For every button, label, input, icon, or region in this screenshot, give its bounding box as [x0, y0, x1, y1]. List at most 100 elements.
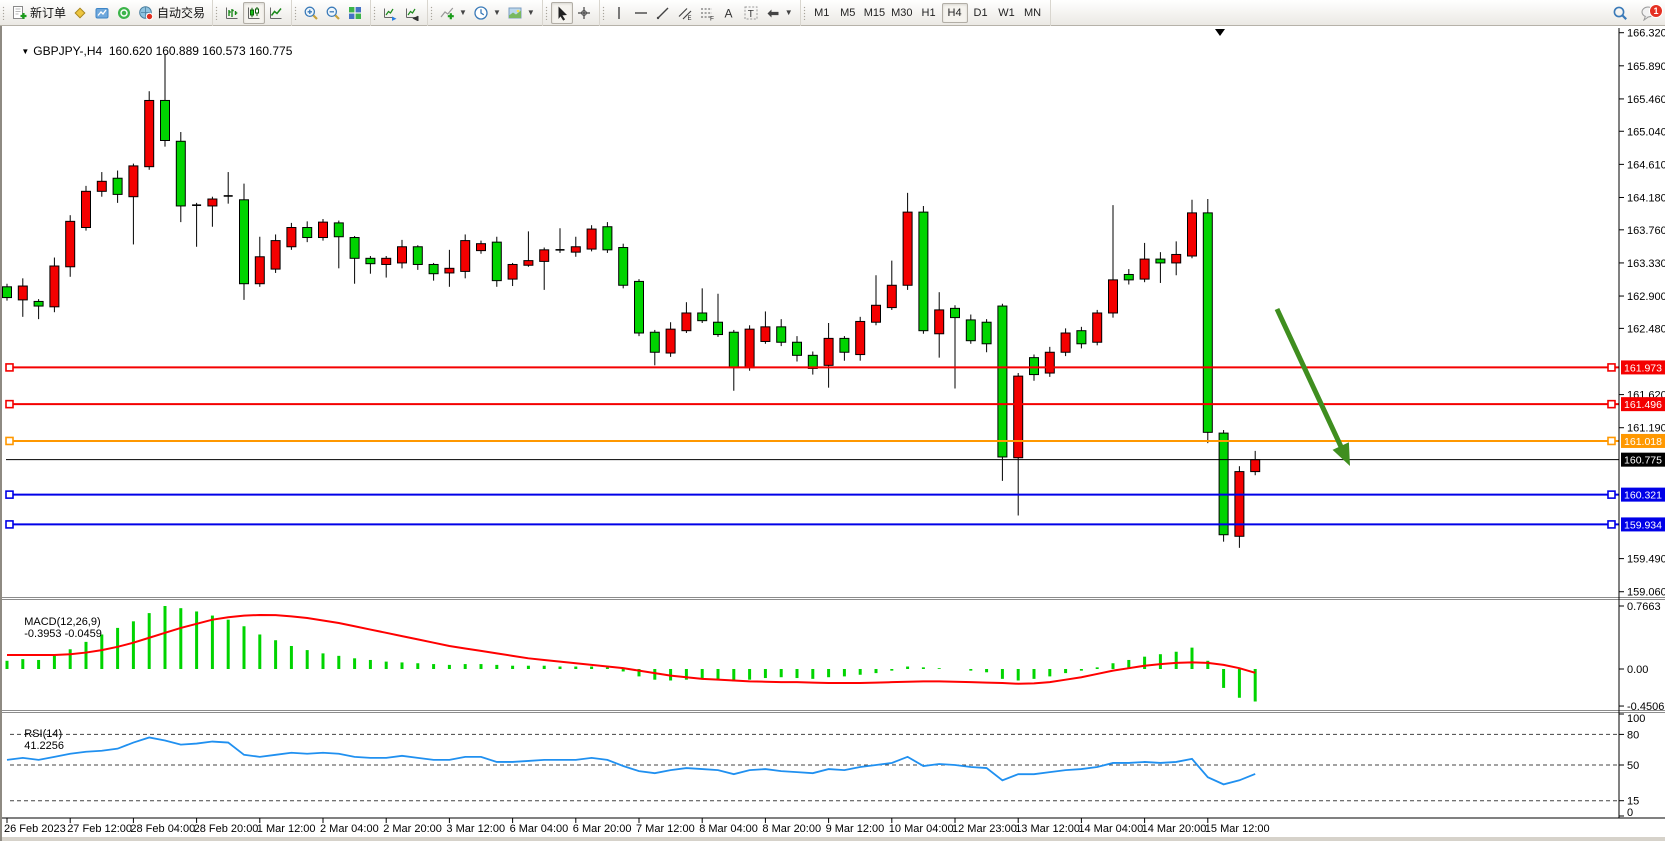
fibonacci-icon: F: [700, 8, 714, 21]
candle-bearish: [1123, 273, 1134, 281]
price-label-text: 161.018: [1624, 436, 1662, 448]
vline-icon: [618, 6, 620, 19]
timeframe-w1-button[interactable]: W1: [994, 3, 1020, 23]
candle-bullish: [444, 267, 455, 274]
candle-bullish: [286, 227, 297, 248]
candlestick-icon: [248, 6, 260, 19]
timeframe-h4-button[interactable]: H4: [941, 2, 968, 23]
candle-bearish: [839, 337, 850, 353]
line-chart-button[interactable]: [265, 2, 287, 24]
chart-canvas[interactable]: 166.320 165.890 165.460 165.040 164.610 164.1…: [2, 26, 1665, 841]
window-bottom-edge: [2, 837, 1665, 841]
time-axis-label: 13 Mar 12:00: [1015, 823, 1080, 835]
candle-bullish: [665, 328, 676, 354]
candle-bullish: [1250, 459, 1261, 473]
time-axis-label: 2 Mar 04:00: [320, 823, 379, 835]
trendline-button[interactable]: [652, 2, 674, 24]
rsi-axis-label: 0: [1627, 807, 1633, 819]
hline-anchor[interactable]: [5, 436, 14, 446]
chart-shift-marker-icon[interactable]: [1215, 29, 1225, 36]
crosshair-button[interactable]: [573, 2, 595, 24]
hline-anchor[interactable]: [1607, 520, 1616, 529]
hline-anchor[interactable]: [1607, 363, 1616, 372]
trendline-icon: [656, 7, 669, 19]
price-axis-label: 162.480: [1627, 323, 1665, 335]
template-icon: [508, 7, 522, 18]
svg-text:E: E: [687, 16, 691, 21]
candle-bearish: [634, 280, 644, 334]
dropdown-arrow-icon: ▼: [526, 8, 535, 17]
horizontal-line-button[interactable]: [630, 2, 652, 24]
candle-bearish: [697, 312, 708, 322]
one-click-collapse-icon[interactable]: ▼: [21, 47, 30, 56]
market-watch-button[interactable]: [69, 2, 91, 24]
candle-bearish: [1218, 432, 1229, 536]
fibonacci-button[interactable]: F: [696, 2, 718, 24]
autotrading-button[interactable]: 自动交易: [135, 2, 208, 24]
macd-axis-label: 0.00: [1627, 664, 1648, 676]
text-button[interactable]: A: [718, 2, 740, 24]
navigator-button[interactable]: [91, 2, 113, 24]
new-order-button[interactable]: 新订单: [8, 2, 69, 24]
search-button[interactable]: [1609, 2, 1631, 24]
hline-anchor[interactable]: [5, 399, 14, 409]
text-label-button[interactable]: T: [740, 2, 762, 24]
candle-bearish: [792, 341, 802, 356]
timeframe-m5-button[interactable]: M5: [835, 3, 861, 23]
channel-button[interactable]: E: [674, 2, 696, 24]
hline-anchor[interactable]: [1607, 399, 1616, 409]
candle-bullish: [254, 256, 265, 285]
zoom-out-button[interactable]: [322, 2, 344, 24]
terminal-button[interactable]: [113, 2, 135, 24]
hline-anchor[interactable]: [5, 363, 14, 372]
chart-background: [2, 26, 1665, 841]
auto-scroll-button[interactable]: [379, 2, 401, 24]
bar-chart-button[interactable]: [221, 2, 243, 24]
hline-anchor[interactable]: [5, 520, 14, 529]
cursor-button[interactable]: [550, 1, 573, 24]
arrows-button[interactable]: ▼: [762, 2, 796, 24]
candle-bullish: [270, 240, 281, 270]
timeframe-d1-button[interactable]: D1: [968, 3, 994, 23]
macd-signal-line: [7, 613, 1256, 685]
timeframe-mn-button[interactable]: MN: [1020, 3, 1046, 23]
vertical-line-button[interactable]: [608, 2, 630, 24]
new-order-icon: [13, 5, 27, 19]
candle-bullish: [207, 198, 218, 207]
toolbar-right: 1: [1609, 0, 1663, 26]
candlestick-button[interactable]: [243, 1, 266, 24]
timeframe-m15-button[interactable]: M15: [861, 3, 888, 23]
tile-windows-button[interactable]: [344, 2, 366, 24]
timeframe-m1-button[interactable]: M1: [809, 3, 835, 23]
notifications-button[interactable]: 1: [1637, 2, 1663, 24]
trend-arrow-line[interactable]: [1274, 307, 1347, 455]
candle-bearish: [1029, 357, 1039, 376]
trend-arrow-head[interactable]: [1332, 442, 1350, 466]
candle-bullish: [871, 304, 881, 323]
zoom-in-button[interactable]: [300, 2, 322, 24]
candle-bearish: [649, 331, 660, 353]
periods-button[interactable]: ▼: [470, 2, 504, 24]
timeframe-h1-button[interactable]: H1: [916, 3, 942, 23]
terminal-icon: [118, 6, 131, 19]
candle-bullish: [318, 221, 328, 239]
shapes-icon: [767, 9, 779, 17]
price-axis-label: 165.040: [1627, 126, 1665, 138]
candle-bullish: [397, 246, 407, 264]
hline-anchor[interactable]: [1607, 436, 1616, 446]
time-axis-label: 10 Mar 04:00: [889, 823, 954, 835]
channel-icon: E: [678, 7, 691, 21]
candle-bullish: [681, 312, 692, 332]
template-button[interactable]: ▼: [504, 2, 538, 24]
time-axis-label: 28 Feb 20:00: [194, 823, 259, 835]
hline-anchor[interactable]: [5, 490, 14, 499]
candle-bullish: [902, 211, 913, 286]
hline-anchor[interactable]: [1607, 490, 1616, 499]
candle-bullish: [934, 309, 945, 335]
timeframe-m30-button[interactable]: M30: [888, 3, 915, 23]
candle-bullish: [144, 99, 155, 168]
chart-shift-button[interactable]: [401, 2, 423, 24]
candle-bullish: [570, 246, 581, 253]
add-indicator-button[interactable]: ▼: [436, 2, 470, 24]
market-watch-icon: [74, 6, 86, 19]
